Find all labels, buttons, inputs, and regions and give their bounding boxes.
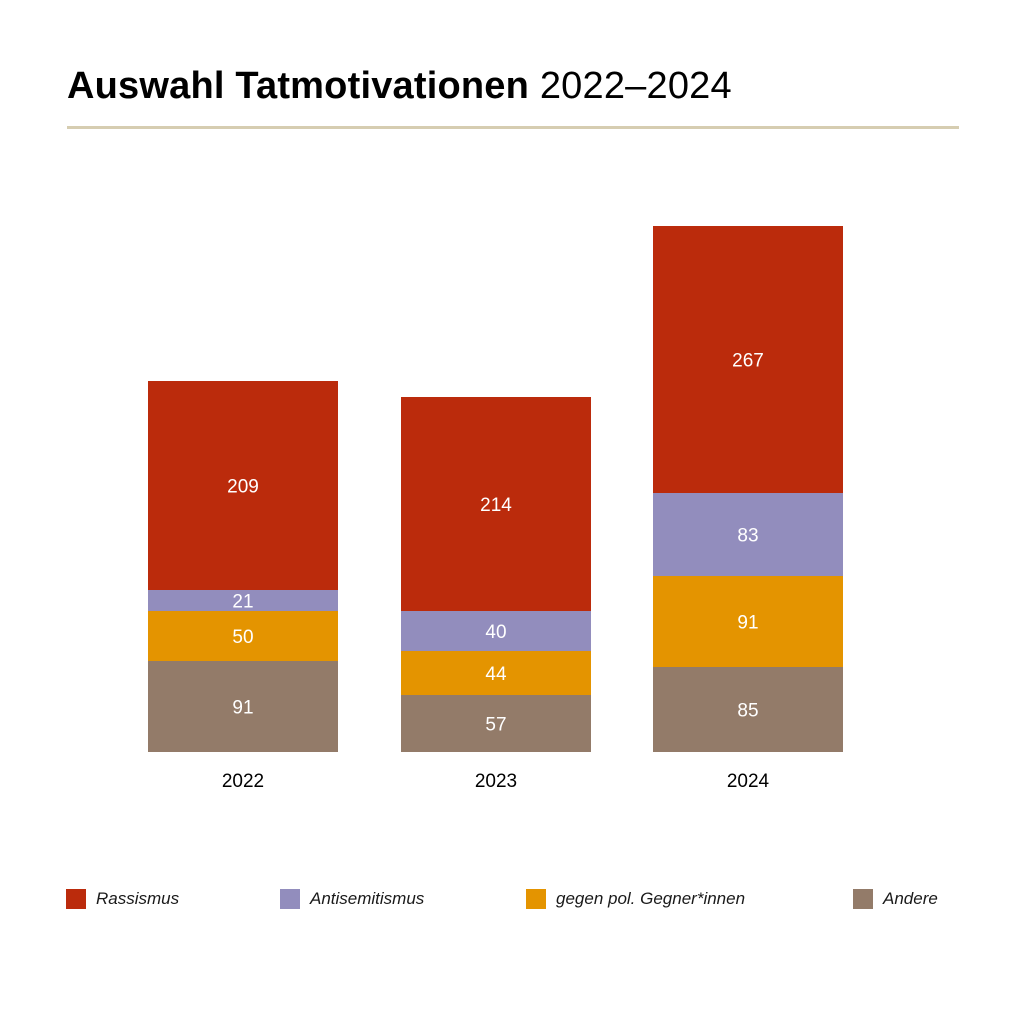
value-label-rassismus-2023: 214 (480, 495, 512, 516)
chart-title: Auswahl Tatmotivationen 2022–2024 (67, 62, 732, 110)
value-label-gegen-pol-gegner-innen-2024: 91 (737, 613, 758, 634)
bar-segment-rassismus-2022 (148, 381, 338, 590)
value-label-rassismus-2022: 209 (227, 477, 259, 498)
legend-label-antisemitismus: Antisemitismus (310, 889, 425, 908)
bar-segment-rassismus-2024 (653, 226, 843, 493)
legend-swatch-antisemitismus (280, 889, 300, 909)
bar-segment-gegen-pol-gegner-innen-2024 (653, 576, 843, 667)
value-label-gegen-pol-gegner-innen-2023: 44 (485, 664, 507, 685)
legend-item-gegner: gegen pol. Gegner*innen (526, 886, 745, 912)
value-label-antisemitismus-2024: 83 (737, 526, 758, 547)
title-divider (67, 126, 959, 129)
legend-item-andere: Andere (853, 886, 938, 912)
bar-segment-antisemitismus-2022 (148, 590, 338, 611)
legend-item-rassismus: Rassismus (66, 886, 179, 912)
value-label-antisemitismus-2022: 21 (232, 592, 253, 613)
value-label-andere-2024: 85 (737, 701, 758, 722)
legend-label-andere: Andere (883, 889, 938, 908)
chart-legend: Rassismus Antisemitismus gegen pol. Gegn… (0, 886, 1024, 912)
value-label-andere-2022: 91 (232, 698, 253, 719)
legend-label-gegner: gegen pol. Gegner*innen (556, 889, 746, 908)
bar-segment-andere-2024 (653, 667, 843, 752)
value-label-gegen-pol-gegner-innen-2022: 50 (232, 627, 253, 648)
x-tick-label-2023: 2023 (475, 771, 517, 792)
x-tick-label-2024: 2024 (727, 771, 770, 792)
bar-segment-gegen-pol-gegner-innen-2023 (401, 651, 591, 695)
bar-segment-antisemitismus-2023 (401, 611, 591, 651)
bar-segment-andere-2022 (148, 661, 338, 752)
legend-label-rassismus: Rassismus (96, 889, 180, 908)
bar-segment-antisemitismus-2024 (653, 493, 843, 576)
bar-segment-andere-2023 (401, 695, 591, 752)
bar-segment-gegen-pol-gegner-innen-2022 (148, 611, 338, 661)
legend-swatch-rassismus (66, 889, 86, 909)
legend-swatch-gegner (526, 889, 546, 909)
bar-segment-rassismus-2023 (401, 397, 591, 611)
value-label-rassismus-2024: 267 (732, 351, 764, 372)
legend-item-antisemitismus: Antisemitismus (280, 886, 424, 912)
value-label-andere-2023: 57 (485, 715, 506, 736)
chart-title-years: 2022–2024 (539, 65, 732, 107)
legend-swatch-andere (853, 889, 873, 909)
value-label-antisemitismus-2023: 40 (485, 622, 506, 643)
chart-title-main: Auswahl Tatmotivationen (67, 65, 530, 107)
x-tick-label-2022: 2022 (222, 771, 264, 792)
